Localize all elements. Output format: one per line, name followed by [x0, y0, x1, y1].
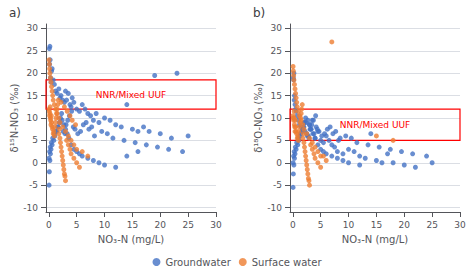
svg-text:5: 5: [318, 220, 324, 230]
svg-text:5: 5: [276, 135, 282, 145]
svg-text:20: 20: [155, 220, 167, 230]
svg-text:5: 5: [74, 220, 80, 230]
svg-text:-10: -10: [267, 203, 282, 213]
svg-text:10: 10: [271, 113, 283, 123]
svg-text:NO₃-N (mg/L): NO₃-N (mg/L): [98, 234, 165, 245]
svg-text:NO₃-N (mg/L): NO₃-N (mg/L): [342, 234, 409, 245]
svg-text:15: 15: [127, 220, 138, 230]
svg-text:0: 0: [290, 220, 296, 230]
svg-text:δ¹⁵N-NO₃ (‰): δ¹⁵N-NO₃ (‰): [9, 83, 20, 152]
svg-text:20: 20: [271, 68, 283, 78]
svg-text:15: 15: [371, 220, 382, 230]
svg-text:a): a): [9, 6, 21, 20]
svg-text:20: 20: [27, 68, 39, 78]
svg-text:b): b): [253, 6, 265, 20]
svg-text:10: 10: [343, 220, 355, 230]
svg-text:NNR/Mixed UUF: NNR/Mixed UUF: [340, 120, 411, 130]
svg-text:20: 20: [399, 220, 411, 230]
svg-text:10: 10: [99, 220, 111, 230]
svg-text:30: 30: [210, 220, 222, 230]
svg-text:30: 30: [454, 220, 466, 230]
svg-text:-10: -10: [23, 203, 38, 213]
svg-text:30: 30: [27, 23, 39, 33]
svg-text:25: 25: [271, 46, 282, 56]
svg-text:5: 5: [32, 135, 38, 145]
svg-text:15: 15: [27, 91, 38, 101]
svg-text:25: 25: [426, 220, 437, 230]
svg-text:NNR/Mixed UUF: NNR/Mixed UUF: [96, 90, 167, 100]
svg-text:10: 10: [27, 113, 39, 123]
svg-text:30: 30: [271, 23, 283, 33]
svg-text:0: 0: [276, 158, 282, 168]
svg-text:15: 15: [271, 91, 282, 101]
svg-text:25: 25: [182, 220, 193, 230]
svg-text:-5: -5: [29, 180, 38, 190]
svg-text:-5: -5: [273, 180, 282, 190]
svg-text:Surface water: Surface water: [252, 257, 323, 268]
svg-text:Groundwater: Groundwater: [165, 257, 231, 268]
svg-text:0: 0: [32, 158, 38, 168]
svg-text:δ¹⁸O-NO₃ (‰): δ¹⁸O-NO₃ (‰): [253, 83, 264, 153]
svg-text:0: 0: [46, 220, 52, 230]
svg-text:25: 25: [27, 46, 38, 56]
